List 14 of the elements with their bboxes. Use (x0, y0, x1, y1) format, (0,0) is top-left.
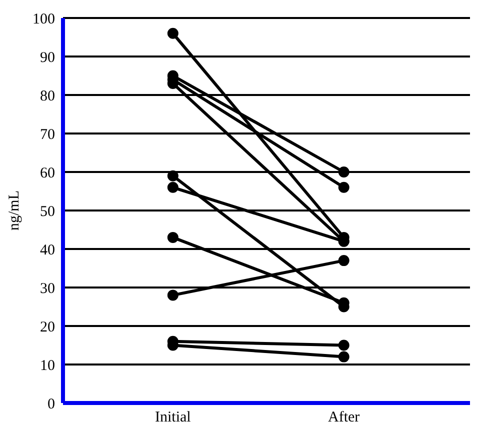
y-axis-title: ng/mL (6, 190, 22, 230)
x-tick-label: After (328, 410, 360, 426)
y-tick-label: 0 (48, 396, 55, 412)
y-tick-label: 70 (40, 126, 55, 143)
y-tick-label: 90 (40, 50, 55, 66)
y-tick-label: 100 (32, 11, 55, 28)
y-tick-label: 10 (40, 358, 55, 374)
x-tick-label: Initial (155, 410, 191, 426)
y-tick-label: 30 (40, 280, 55, 297)
y-tick-label: 40 (40, 242, 55, 258)
y-tick-label: 80 (40, 88, 55, 104)
y-tick-label: 50 (40, 204, 55, 220)
y-tick-label: 20 (40, 319, 55, 336)
y-tick-label: 60 (40, 165, 55, 182)
